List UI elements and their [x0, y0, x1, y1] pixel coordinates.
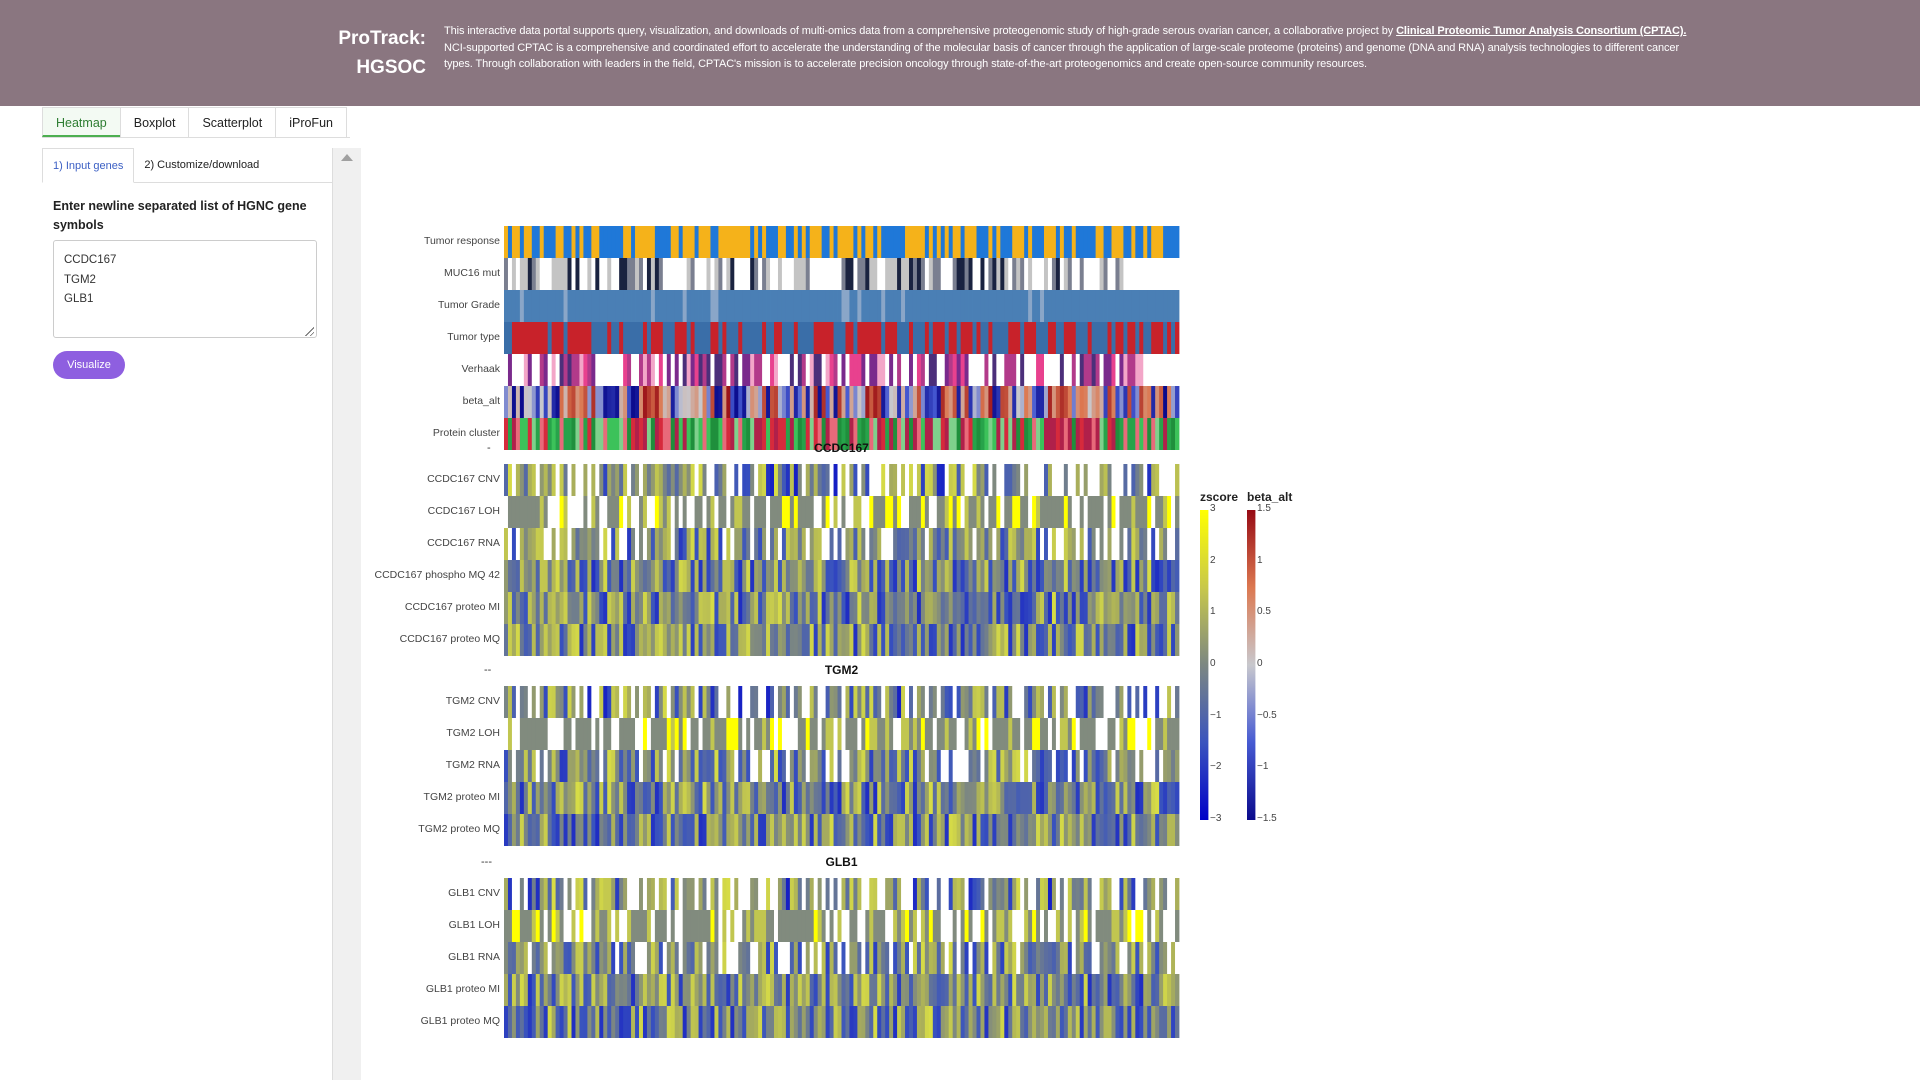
row-label-ccdc167-cnv: CCDC167 CNV — [427, 473, 500, 485]
annotation-label-response: Tumor response — [423, 235, 500, 247]
row-label-glb1-cnv: GLB1 CNV — [448, 887, 500, 899]
heatmap-row-tgm2-proteo-mi — [504, 782, 1180, 814]
annotation-row-response — [504, 226, 1180, 258]
beta-alt-tick-label: 1.5 — [1257, 503, 1271, 514]
annotation-label-type: Tumor type — [447, 331, 500, 343]
description-text-2: NCI-supported CPTAC is a comprehensive a… — [444, 41, 1680, 71]
sidebar-subtabs: 1) Input genes 2) Customize/download — [42, 148, 332, 183]
row-label-tgm2-cnv: TGM2 CNV — [445, 695, 500, 707]
heatmap-row-ccdc167-loh — [504, 496, 1180, 528]
zscore-colorbar — [1200, 510, 1209, 820]
gene-block-separator: -- — [484, 664, 492, 676]
row-label-glb1-proteo-mi: GLB1 proteo MI — [425, 983, 500, 995]
annotation-row-mut — [504, 258, 1180, 290]
row-label-glb1-rna: GLB1 RNA — [448, 951, 500, 963]
visualize-button[interactable]: Visualize — [53, 351, 125, 379]
row-label-tgm2-rna: TGM2 RNA — [445, 759, 500, 771]
main-tabs: Heatmap Boxplot Scatterplot iProFun — [42, 107, 350, 138]
annotation-label-cluster: Protein cluster — [432, 427, 500, 439]
beta-alt-colorbar — [1247, 510, 1256, 820]
row-label-glb1-proteo-mq: GLB1 proteo MQ — [420, 1015, 500, 1027]
annotation-row-beta — [504, 386, 1180, 418]
annotation-row-grade — [504, 290, 1180, 322]
tab-iprofun[interactable]: iProFun — [275, 107, 347, 137]
heatmap-row-ccdc167-phospho-mq-42 — [504, 560, 1180, 592]
annotation-row-verhaak — [504, 354, 1180, 386]
zscore-tick-label: −2 — [1210, 761, 1222, 773]
annotation-label-beta: beta_alt — [462, 395, 500, 407]
gene-title-tgm2: TGM2 — [824, 663, 859, 677]
row-label-ccdc167-loh: CCDC167 LOH — [427, 505, 500, 517]
beta-alt-tick-label: 0.5 — [1257, 606, 1271, 618]
heatmap-row-tgm2-cnv — [504, 686, 1180, 718]
row-label-ccdc167-proteo-mi: CCDC167 proteo MI — [404, 601, 500, 613]
heatmap-row-glb1-proteo-mq — [504, 1006, 1180, 1038]
legend-title-zscore: zscore — [1200, 490, 1239, 504]
beta-alt-tick-label: 1 — [1257, 554, 1263, 566]
gene-title-ccdc167: CCDC167 — [814, 441, 869, 455]
row-label-ccdc167-phospho-mq-42: CCDC167 phospho MQ 42 — [374, 569, 500, 581]
zscore-tick-label: 0 — [1210, 658, 1216, 669]
description-text-1: This interactive data portal supports qu… — [444, 25, 1397, 37]
zscore-tick-label: −1 — [1210, 709, 1222, 721]
row-label-tgm2-proteo-mi: TGM2 proteo MI — [423, 791, 500, 803]
zscore-tick-label: 2 — [1210, 554, 1216, 566]
heatmap-row-ccdc167-rna — [504, 528, 1180, 560]
tab-scatterplot[interactable]: Scatterplot — [188, 107, 277, 137]
heatmap-row-tgm2-proteo-mq — [504, 814, 1180, 846]
heatmap-row-glb1-rna — [504, 942, 1180, 974]
subtab-input-genes[interactable]: 1) Input genes — [42, 148, 135, 183]
tab-heatmap[interactable]: Heatmap — [42, 107, 121, 137]
row-label-glb1-loh: GLB1 LOH — [448, 919, 500, 931]
heatmap-row-ccdc167-proteo-mi — [504, 592, 1180, 624]
gene-list-input[interactable] — [53, 240, 317, 338]
heatmap-row-ccdc167-proteo-mq — [504, 624, 1180, 656]
row-label-tgm2-proteo-mq: TGM2 proteo MQ — [418, 823, 500, 835]
heatmap-row-glb1-loh — [504, 910, 1180, 942]
gene-input-label: Enter newline separated list of HGNC gen… — [53, 199, 307, 232]
sidebar-panel: 1) Input genes 2) Customize/download Ent… — [42, 148, 332, 1080]
textarea-resize-handle[interactable] — [304, 326, 314, 336]
row-label-ccdc167-rna: CCDC167 RNA — [427, 537, 500, 549]
row-label-tgm2-loh: TGM2 LOH — [446, 727, 500, 739]
legend-title-beta-alt: beta_alt — [1247, 490, 1293, 504]
heatmap-row-ccdc167-cnv — [504, 464, 1180, 496]
header-description: This interactive data portal supports qu… — [444, 23, 1704, 73]
brand-line-2: HGSOC — [356, 57, 426, 78]
scroll-up-arrow-icon[interactable] — [341, 154, 353, 161]
heatmap-row-tgm2-rna — [504, 750, 1180, 782]
annotation-label-mut: MUC16 mut — [443, 267, 500, 279]
app-brand: ProTrack: HGSOC — [300, 24, 426, 82]
gene-block-separator: - — [487, 442, 491, 454]
beta-alt-tick-label: 0 — [1257, 658, 1263, 669]
heatmap-row-glb1-cnv — [504, 878, 1180, 910]
heatmap-row-glb1-proteo-mi — [504, 974, 1180, 1006]
zscore-tick-label: 1 — [1210, 606, 1216, 618]
zscore-tick-label: −3 — [1210, 813, 1222, 824]
heatmap-figure: Tumor response MUC16 mut Tumor Grade Tumor … — [360, 148, 1920, 1080]
heatmap-row-tgm2-loh — [504, 718, 1180, 750]
beta-alt-tick-label: −1.5 — [1257, 813, 1277, 824]
annotation-label-grade: Tumor Grade — [437, 299, 500, 311]
subtab-customize-download[interactable]: 2) Customize/download — [144, 159, 260, 171]
annotation-label-verhaak: Verhaak — [461, 363, 500, 375]
sidebar-scrollbar[interactable] — [332, 148, 361, 1080]
row-label-ccdc167-proteo-mq: CCDC167 proteo MQ — [399, 633, 500, 645]
annotation-row-type — [504, 322, 1180, 354]
annotation-row-cluster — [504, 418, 1180, 450]
header-banner: ProTrack: HGSOC This interactive data po… — [0, 0, 1920, 106]
beta-alt-tick-label: −0.5 — [1257, 709, 1277, 721]
tab-boxplot[interactable]: Boxplot — [119, 107, 190, 137]
gene-block-separator: --- — [481, 856, 492, 868]
beta-alt-tick-label: −1 — [1257, 761, 1269, 773]
gene-title-glb1: GLB1 — [825, 855, 858, 869]
brand-line-1: ProTrack: — [338, 28, 426, 49]
cptac-link[interactable]: Clinical Proteomic Tumor Analysis Consor… — [1396, 25, 1687, 37]
heatmap-svg — [504, 226, 1256, 1038]
zscore-tick-label: 3 — [1210, 503, 1216, 514]
